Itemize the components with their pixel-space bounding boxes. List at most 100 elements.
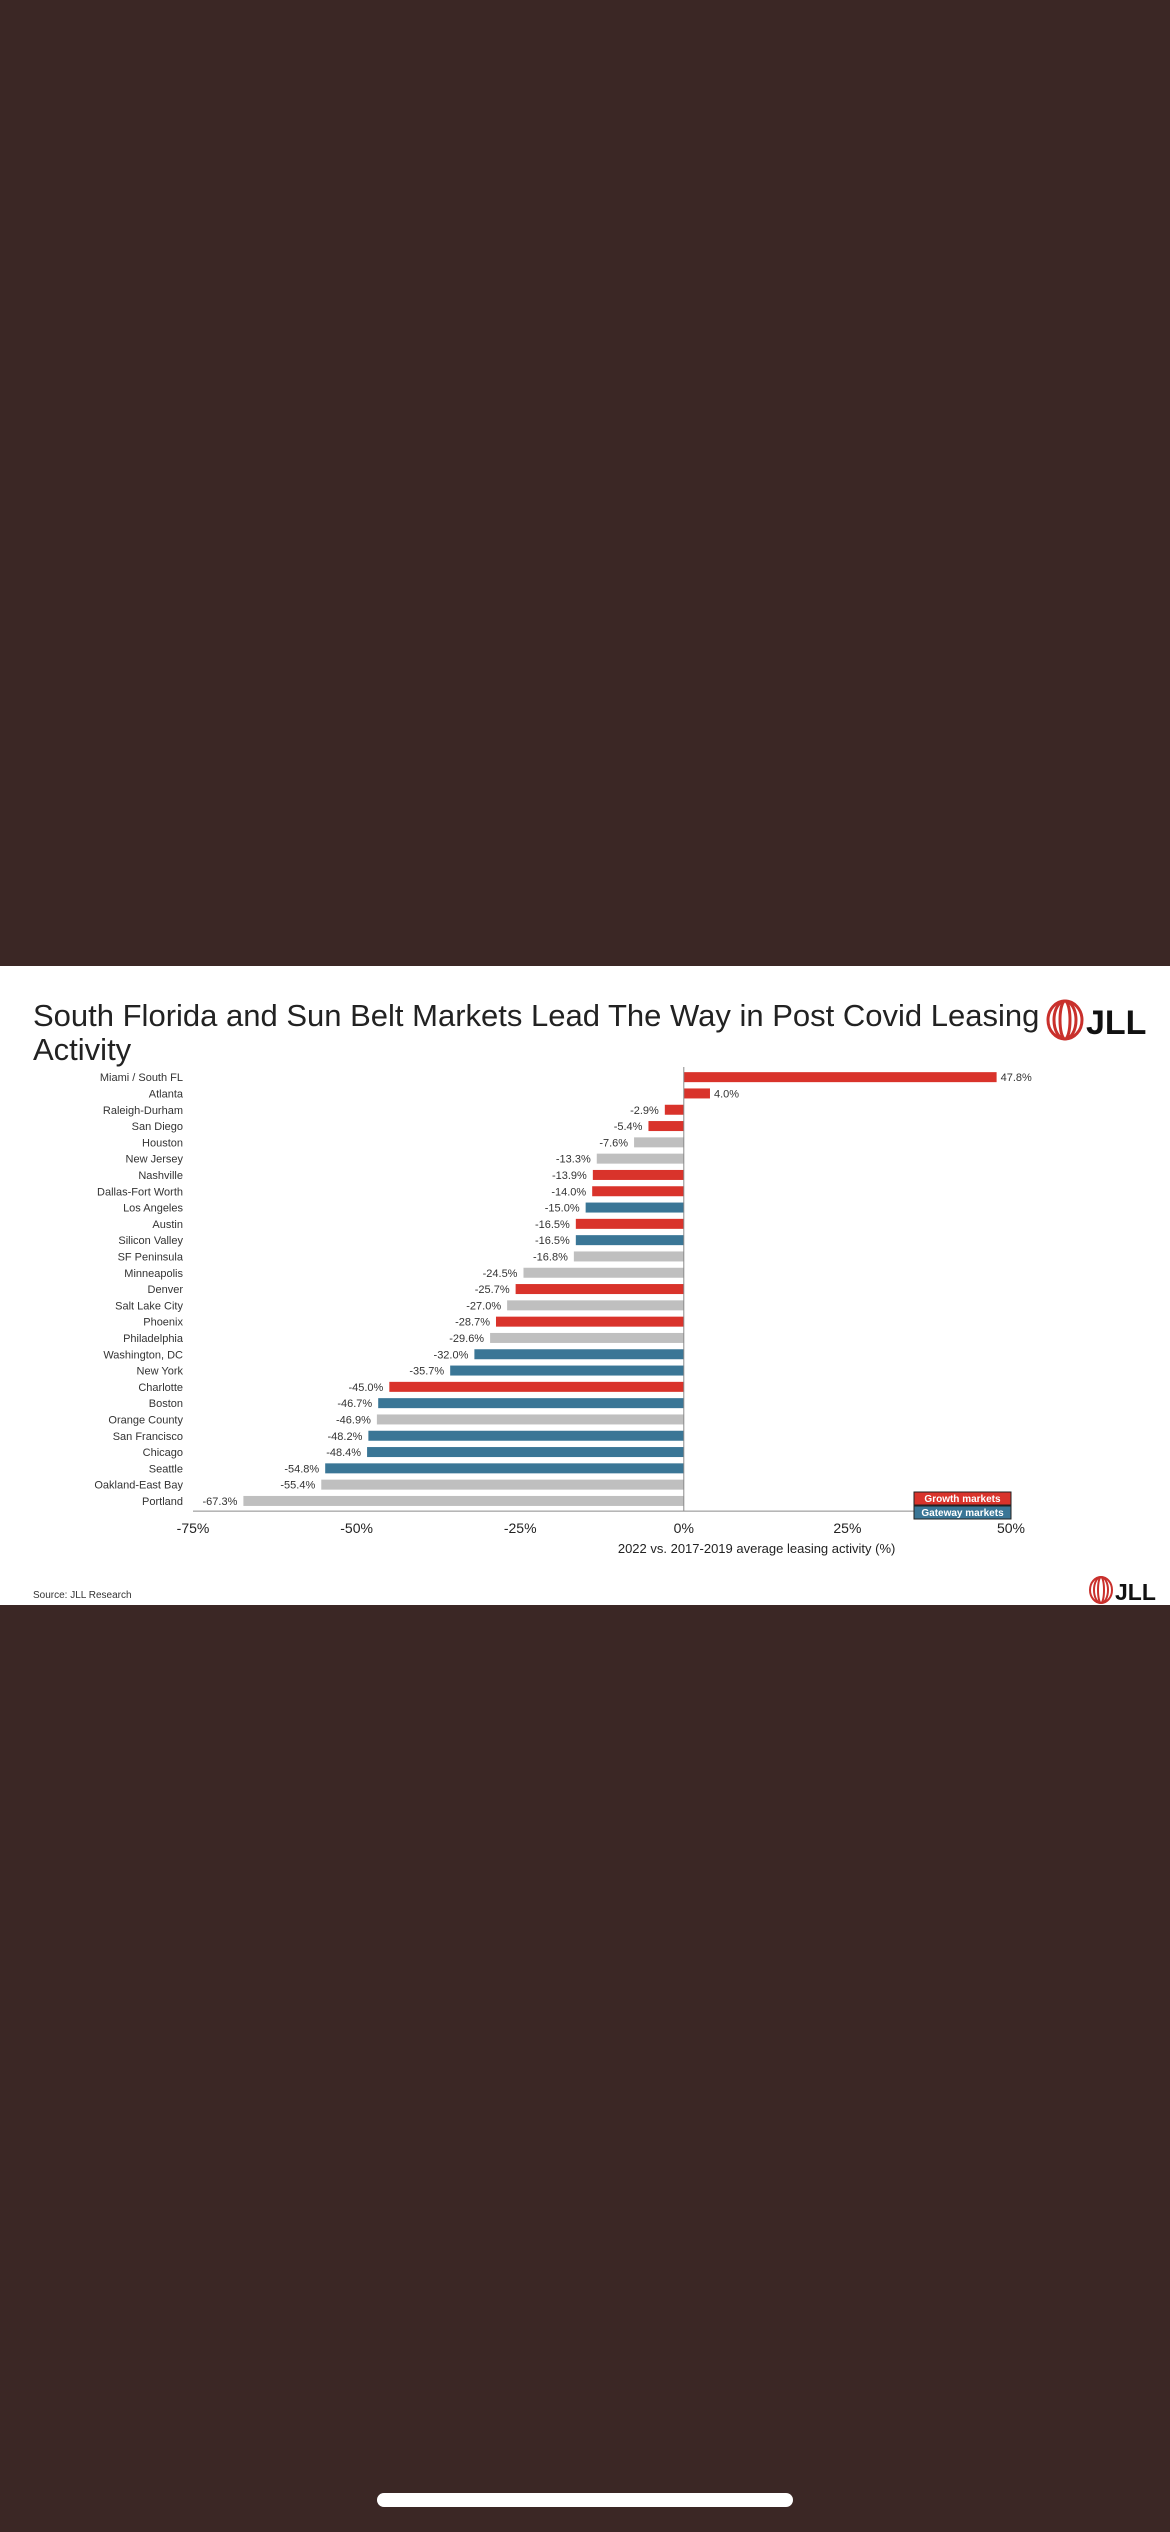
bar — [389, 1381, 684, 1392]
jll-logo: JLL — [1046, 998, 1146, 1042]
bar — [634, 1137, 684, 1148]
x-tick-label: 50% — [997, 1520, 1025, 1536]
category-label: Chicago — [143, 1447, 183, 1459]
category-label: Phoenix — [143, 1317, 183, 1329]
category-label: San Francisco — [113, 1431, 183, 1443]
category-label: Nashville — [138, 1170, 183, 1182]
data-label: -29.6% — [449, 1333, 484, 1345]
bar — [325, 1463, 684, 1474]
bar — [585, 1202, 684, 1213]
category-label: Portland — [142, 1496, 183, 1508]
data-label: -46.7% — [337, 1398, 372, 1410]
data-label: -48.4% — [326, 1447, 361, 1459]
data-label: -28.7% — [455, 1317, 490, 1329]
data-label: -45.0% — [348, 1382, 383, 1394]
data-label: -54.8% — [284, 1463, 319, 1475]
source-note: Source: JLL Research — [33, 1590, 132, 1601]
bar — [683, 1088, 710, 1099]
legend-label: Growth markets — [924, 1494, 1001, 1505]
data-label: -67.3% — [203, 1496, 238, 1508]
data-label: -32.0% — [434, 1349, 469, 1361]
data-label: -13.9% — [552, 1170, 587, 1182]
category-label: Raleigh-Durham — [103, 1105, 183, 1117]
jll-logo-small-text: JLL — [1115, 1579, 1156, 1605]
category-label: Silicon Valley — [118, 1235, 183, 1247]
x-tick-label: -75% — [177, 1520, 210, 1536]
x-tick-label: 0% — [674, 1520, 694, 1536]
category-label: New Jersey — [126, 1154, 184, 1166]
data-label: -16.8% — [533, 1251, 568, 1263]
data-label: -5.4% — [614, 1121, 643, 1133]
bar — [592, 1169, 684, 1180]
bar — [515, 1284, 684, 1295]
data-label: -15.0% — [545, 1203, 580, 1215]
data-label: -16.5% — [535, 1219, 570, 1231]
data-label: 4.0% — [714, 1088, 739, 1100]
bar — [507, 1300, 684, 1311]
bar — [367, 1447, 684, 1458]
category-label: San Diego — [132, 1121, 183, 1133]
chart-title: South Florida and Sun Belt Markets Lead … — [33, 998, 1040, 1067]
data-label: -55.4% — [280, 1480, 315, 1492]
data-label: -27.0% — [466, 1300, 501, 1312]
bar — [321, 1479, 684, 1490]
jll-logo-text: JLL — [1086, 1004, 1146, 1042]
home-indicator[interactable] — [377, 2493, 793, 2507]
category-label: Salt Lake City — [115, 1300, 183, 1312]
category-label: Oakland-East Bay — [94, 1480, 183, 1492]
data-label: -2.9% — [630, 1105, 659, 1117]
legend-swatch — [913, 1491, 1012, 1506]
data-label: 47.8% — [1001, 1072, 1032, 1084]
data-label: -16.5% — [535, 1235, 570, 1247]
slide: South Florida and Sun Belt Markets Lead … — [0, 966, 1170, 1605]
category-label: Boston — [149, 1398, 183, 1410]
bar — [243, 1495, 684, 1506]
category-label: Austin — [152, 1219, 183, 1231]
category-label: Minneapolis — [124, 1268, 183, 1280]
category-label: Philadelphia — [123, 1333, 184, 1345]
data-label: -48.2% — [328, 1431, 363, 1443]
bar — [664, 1104, 684, 1115]
category-label: Atlanta — [149, 1088, 184, 1100]
category-label: Miami / South FL — [100, 1072, 183, 1084]
bar — [592, 1186, 684, 1197]
jll-logo-small: JLL — [1088, 1575, 1158, 1605]
data-label: -7.6% — [599, 1137, 628, 1149]
x-tick-label: 25% — [833, 1520, 861, 1536]
bar — [596, 1153, 684, 1164]
bar — [495, 1316, 684, 1327]
data-label: -46.9% — [336, 1414, 371, 1426]
legend-item: Gateway markets — [913, 1505, 1012, 1520]
data-label: -14.0% — [551, 1186, 586, 1198]
category-label: Washington, DC — [103, 1349, 183, 1361]
bar — [450, 1365, 684, 1376]
data-label: -35.7% — [409, 1366, 444, 1378]
category-label: Houston — [142, 1137, 183, 1149]
category-label: Charlotte — [138, 1382, 183, 1394]
bar — [575, 1235, 684, 1246]
bar — [573, 1251, 684, 1262]
category-label: Seattle — [149, 1463, 183, 1475]
bar — [376, 1414, 684, 1425]
category-label: Dallas-Fort Worth — [97, 1186, 183, 1198]
bar — [648, 1121, 684, 1132]
bar — [368, 1430, 684, 1441]
data-label: -25.7% — [475, 1284, 510, 1296]
x-axis-label: 2022 vs. 2017-2019 average leasing activ… — [618, 1541, 896, 1556]
bar — [474, 1349, 684, 1360]
bar — [378, 1398, 684, 1409]
category-label: Orange County — [108, 1414, 183, 1426]
bar — [490, 1332, 684, 1343]
bar-chart: Miami / South FL 47.8% Atlanta 4.0% Raleigh-… — [94, 1067, 1032, 1556]
legend-item: Growth markets — [913, 1491, 1012, 1506]
x-tick-label: -50% — [340, 1520, 373, 1536]
data-label: -13.3% — [556, 1154, 591, 1166]
bar — [575, 1218, 684, 1229]
category-label: Denver — [148, 1284, 184, 1296]
category-label: SF Peninsula — [118, 1251, 184, 1263]
data-label: -24.5% — [483, 1268, 518, 1280]
legend-label: Gateway markets — [921, 1508, 1004, 1519]
category-label: New York — [137, 1366, 184, 1378]
category-label: Los Angeles — [123, 1203, 183, 1215]
legend-swatch — [913, 1505, 1012, 1520]
